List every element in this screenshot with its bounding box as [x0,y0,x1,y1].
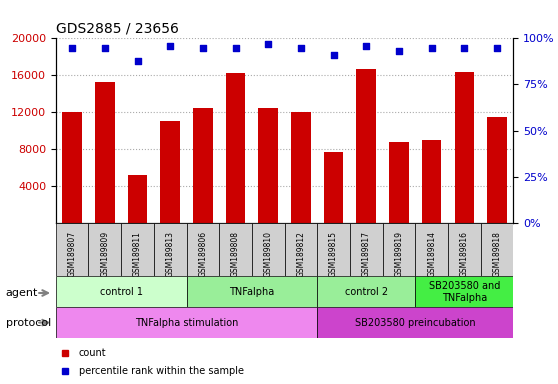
Text: SB203580 and
TNFalpha: SB203580 and TNFalpha [429,281,500,303]
Point [264,41,273,47]
Text: GSM189817: GSM189817 [362,231,371,277]
Text: GSM189810: GSM189810 [264,231,273,277]
Text: GSM189815: GSM189815 [329,231,338,277]
FancyBboxPatch shape [415,223,448,276]
Point [395,48,403,55]
Text: percentile rank within the sample: percentile rank within the sample [79,366,244,376]
Bar [389,142,409,223]
Text: TNFalpha: TNFalpha [229,287,275,297]
FancyBboxPatch shape [219,223,252,276]
Point [362,43,371,49]
Bar [455,73,474,223]
Bar [160,121,180,223]
Bar [193,108,213,223]
FancyBboxPatch shape [350,223,383,276]
FancyBboxPatch shape [154,223,186,276]
FancyBboxPatch shape [56,276,186,307]
Point [68,45,76,51]
FancyBboxPatch shape [480,223,513,276]
Point [296,45,305,51]
Bar [128,175,147,223]
Point [427,45,436,51]
Bar [62,112,82,223]
Point [493,45,502,51]
Text: GSM189813: GSM189813 [166,231,175,277]
FancyBboxPatch shape [89,223,121,276]
FancyBboxPatch shape [186,276,318,307]
Bar [487,117,507,223]
Text: protocol: protocol [6,318,51,328]
Point [100,45,109,51]
FancyBboxPatch shape [121,223,154,276]
FancyBboxPatch shape [318,223,350,276]
Text: GSM189806: GSM189806 [199,231,208,277]
Text: GSM189814: GSM189814 [427,231,436,277]
FancyBboxPatch shape [448,223,480,276]
Point [460,45,469,51]
Bar [258,108,278,223]
Text: GSM189812: GSM189812 [296,231,305,276]
Text: GDS2885 / 23656: GDS2885 / 23656 [56,22,179,36]
Text: GSM189816: GSM189816 [460,231,469,277]
Bar [291,112,311,223]
Point [231,45,240,51]
FancyBboxPatch shape [56,223,89,276]
Point [199,45,208,51]
Text: GSM189808: GSM189808 [231,231,240,277]
Text: GSM189818: GSM189818 [493,231,502,276]
Text: GSM189811: GSM189811 [133,231,142,276]
FancyBboxPatch shape [56,307,318,338]
Bar [422,140,441,223]
Point [166,43,175,49]
Text: count: count [79,348,107,358]
FancyBboxPatch shape [285,223,318,276]
Text: control 1: control 1 [100,287,143,297]
FancyBboxPatch shape [252,223,285,276]
FancyBboxPatch shape [415,276,513,307]
Bar [324,152,343,223]
Bar [226,73,246,223]
FancyBboxPatch shape [383,223,415,276]
FancyBboxPatch shape [186,223,219,276]
Text: SB203580 preincubation: SB203580 preincubation [355,318,475,328]
Bar [95,82,114,223]
Text: GSM189807: GSM189807 [68,231,76,277]
FancyBboxPatch shape [318,276,415,307]
Point [133,58,142,64]
Text: agent: agent [6,288,38,298]
Text: control 2: control 2 [345,287,388,297]
Text: GSM189819: GSM189819 [395,231,403,277]
Point [329,52,338,58]
Bar [357,69,376,223]
Text: GSM189809: GSM189809 [100,231,109,277]
Text: TNFalpha stimulation: TNFalpha stimulation [135,318,238,328]
FancyBboxPatch shape [318,307,513,338]
